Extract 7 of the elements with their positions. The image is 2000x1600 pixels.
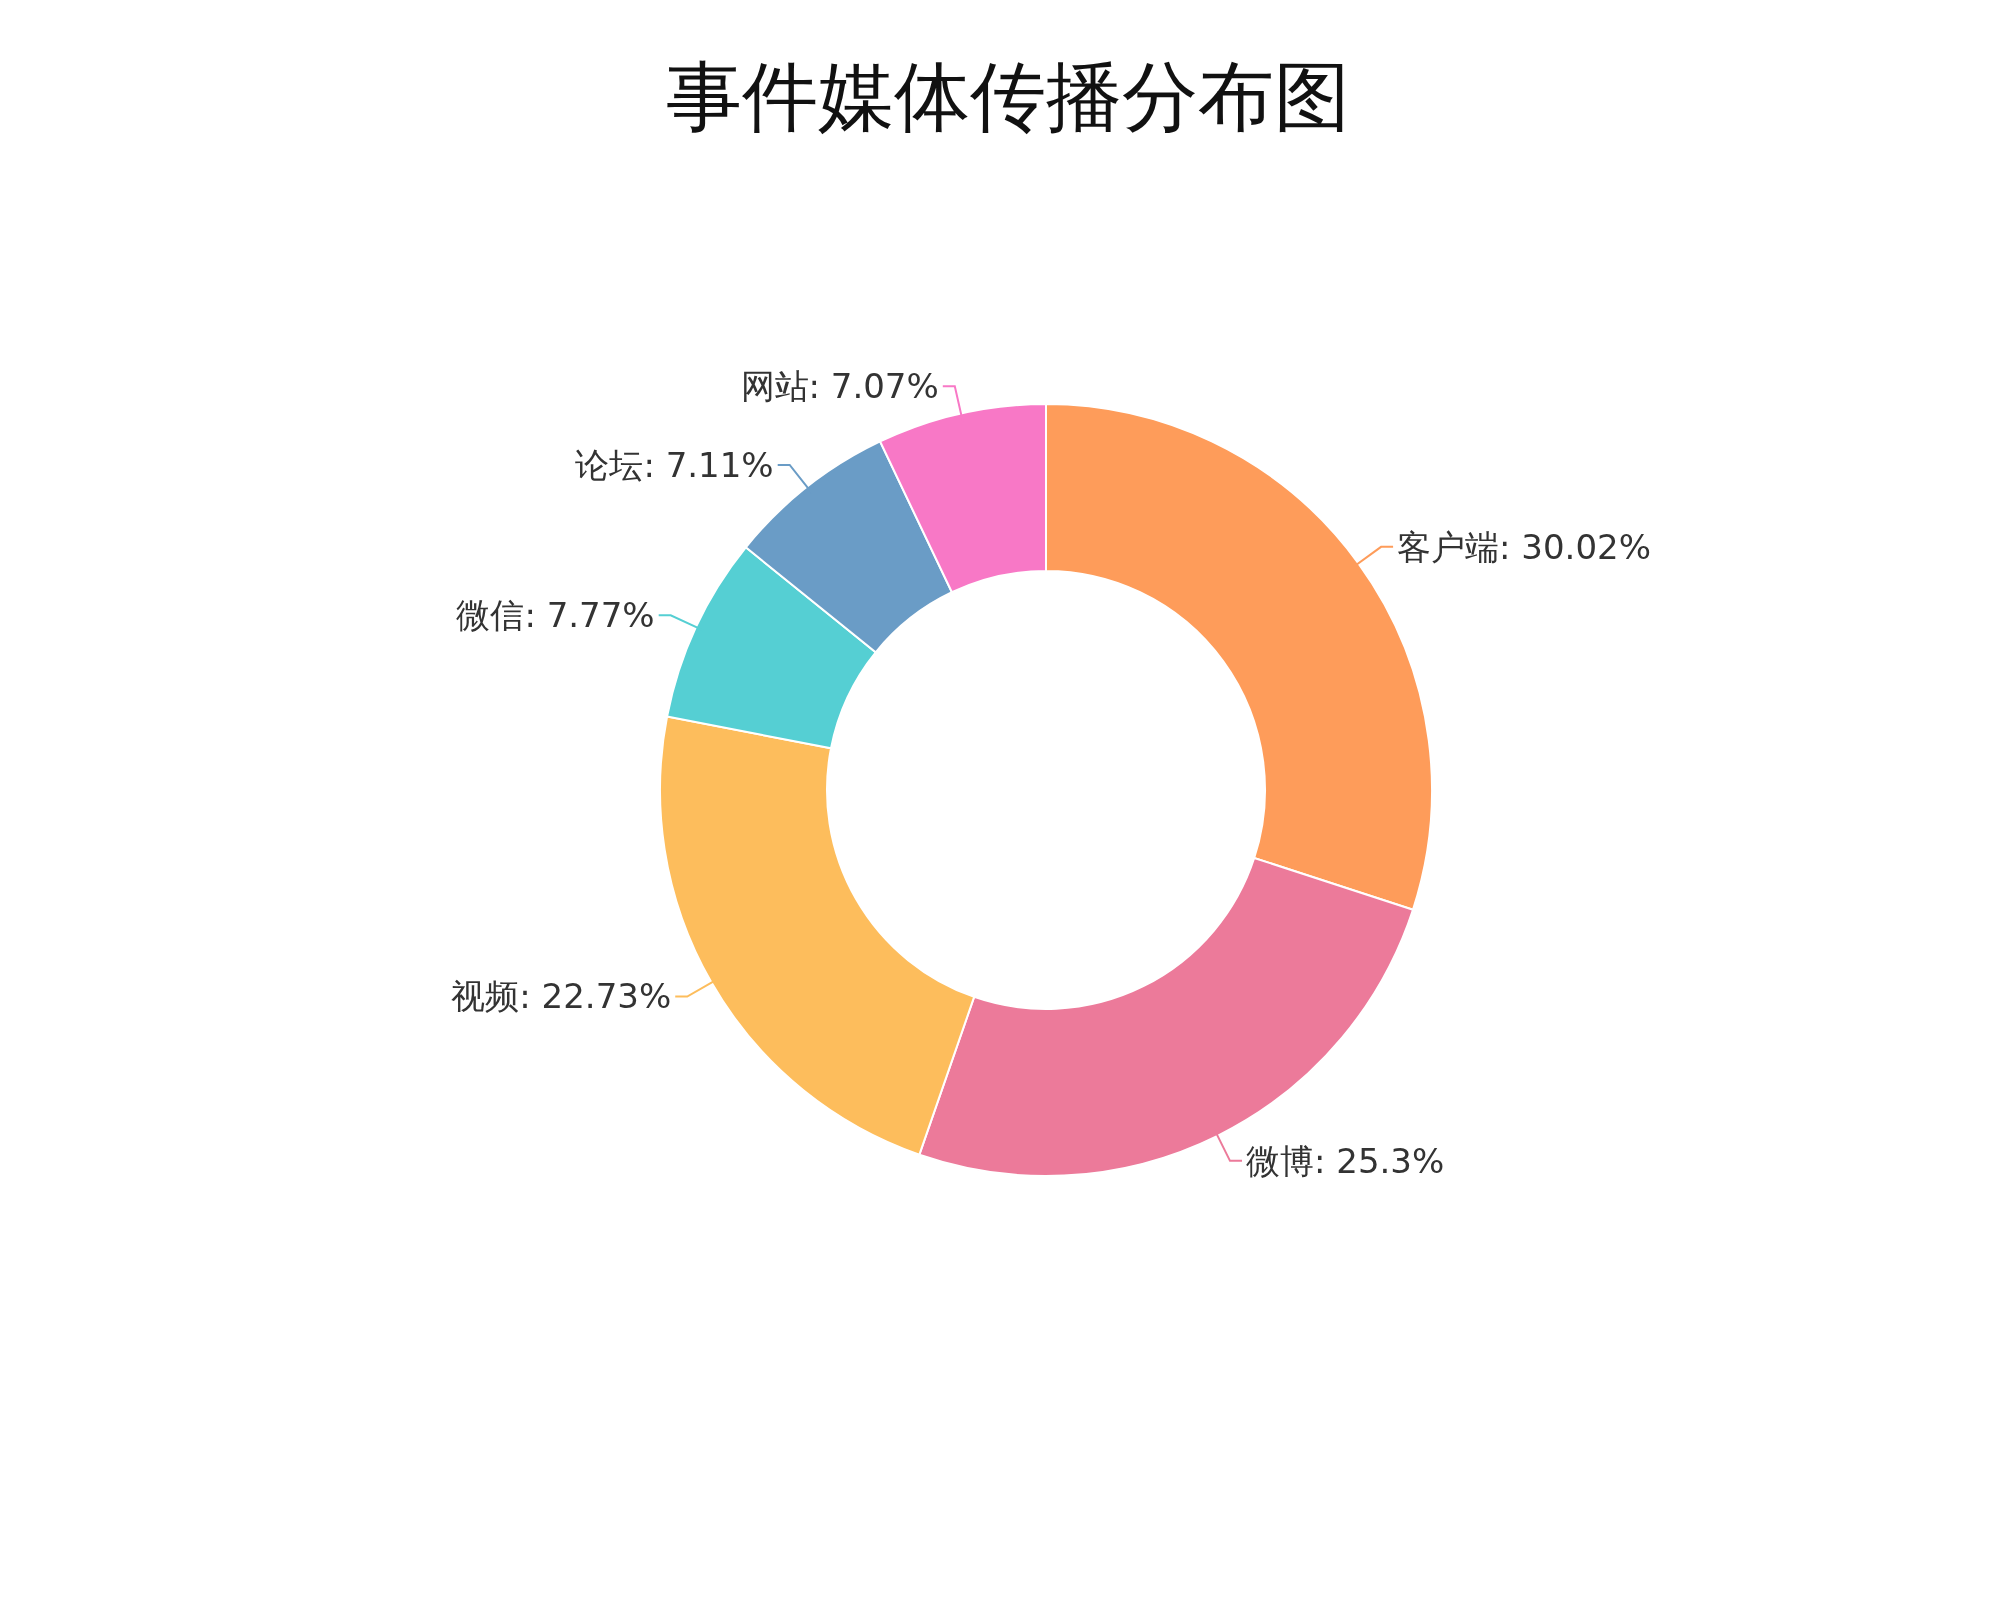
slice-label: 微信: 7.77% bbox=[456, 595, 655, 636]
slice-label: 客户端: 30.02% bbox=[1397, 526, 1651, 567]
slice-label: 网站: 7.07% bbox=[740, 366, 939, 407]
slice-label: 视频: 22.73% bbox=[451, 976, 672, 1017]
slice-label: 论坛: 7.11% bbox=[575, 444, 774, 485]
slice-label: 微博: 25.3% bbox=[1246, 1140, 1445, 1181]
chart-title: 事件媒体传播分布图 bbox=[666, 52, 1350, 141]
